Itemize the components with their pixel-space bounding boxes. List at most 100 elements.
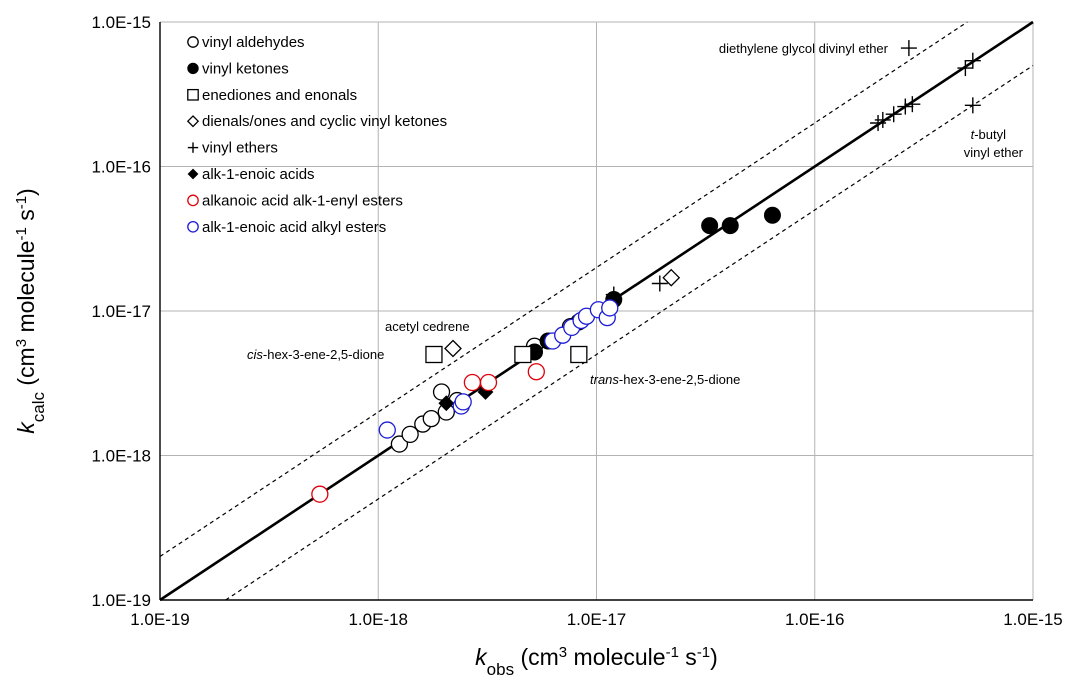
legend-label: alk-1-enoic acid alkyl esters: [202, 219, 386, 236]
x-axis-title-sub: obs: [487, 660, 514, 677]
legend-label: dienals/ones and cyclic vinyl ketones: [202, 113, 447, 130]
plot-frame: [159, 22, 1033, 601]
x-axis-title-k: k: [475, 644, 488, 670]
marker-shape: [187, 220, 199, 233]
y-axis-title-unit-pre: (cm: [13, 347, 39, 392]
annotation-text-part: -butyl: [974, 127, 1006, 142]
marker-shape: [425, 345, 443, 364]
data-point-vinyl-aldehydes: [390, 435, 409, 453]
annotation-label: vinyl ether: [964, 145, 1024, 160]
legend-item-alkanoic-acid-alk-1-enyl-esters: alkanoic acid alk-1-enyl esters: [187, 192, 403, 209]
y-axis-title-sub: calc: [29, 392, 48, 423]
annotation-label: t-butyl: [971, 127, 1007, 142]
marker-shape: [187, 88, 199, 101]
x-axis-title-unit-post: ): [710, 644, 718, 670]
marker-shape: [514, 345, 532, 364]
data-point-vinyl-ethers: [897, 98, 914, 115]
data-point-vinyl-ethers: [957, 60, 974, 77]
data-point-vinyl-ketones: [701, 217, 719, 235]
legend: vinyl aldehydes vinyl ketones enediones an…: [186, 34, 447, 236]
factor-two-dashed-line: [159, 21, 968, 558]
marker-shape: [187, 36, 199, 48]
axis-titles: kobs (cm3 molecule-1 s-1)kcalc (cm3 mole…: [13, 188, 718, 677]
annotation-text-part: cis: [247, 347, 263, 362]
legend-item-enediones-and-enonals: enediones and enonals: [187, 87, 357, 104]
data-point-vinyl-aldehydes: [401, 425, 419, 444]
y-tick-label: 1.0E-18: [91, 447, 151, 466]
y-axis-title-exp3: -1: [13, 196, 30, 209]
x-axis-title-unit-mid: molecule: [567, 644, 665, 670]
y-axis-title-k: k: [13, 421, 39, 434]
annotation-text-part: -hex-3-ene-2,5-dione: [619, 372, 740, 387]
data-point-vinyl-ethers: [904, 96, 921, 113]
tick-labels: 1.0E-19 1.0E-18 1.0E-17 1.0E-16 1.0E-15 1.0E-…: [91, 13, 1062, 629]
data-point-alk-1-enoic-acids: [438, 395, 455, 412]
marker-shape: [721, 217, 739, 235]
y-axis-title-unit-post: ): [13, 188, 39, 196]
annotation-text-part: -hex-3-ene-2,5-dione: [263, 347, 384, 362]
marker-shape: [432, 383, 451, 401]
marker-shape: [187, 194, 199, 207]
legend-label: vinyl ketones: [202, 60, 289, 77]
factor-two-dashed-line: [225, 64, 1034, 601]
data-point-vinyl-ketones: [721, 217, 739, 235]
data-point-alkanoic-acid-alk-1-enyl-esters: [463, 373, 482, 392]
data-point-dienals-ones-and-cyclic-vinyl-ketones: [444, 339, 462, 358]
marker-shape: [311, 485, 329, 503]
marker-shape: [401, 425, 419, 444]
legend-label: alkanoic acid alk-1-enyl esters: [202, 192, 403, 209]
x-axis-title: kobs (cm3 molecule-1 s-1): [475, 644, 718, 677]
x-tick-label: 1.0E-17: [567, 610, 627, 629]
marker-shape: [454, 393, 472, 411]
data-point-vinyl-ethers: [870, 115, 887, 132]
data-point-vinyl-ethers: [900, 40, 917, 57]
data-point-vinyl-ethers: [885, 106, 902, 123]
annotation-text-part: vinyl ether: [964, 145, 1024, 160]
legend-marker: [187, 142, 199, 153]
legend-label: alk-1-enoic acids: [202, 166, 315, 183]
data-point-vinyl-ethers: [964, 97, 981, 114]
data-point-vinyl-ethers: [605, 286, 622, 303]
marker-shape: [186, 115, 200, 128]
legend-marker: [187, 194, 199, 207]
annotation-label: cis-hex-3-ene-2,5-dione: [247, 347, 384, 362]
legend-item-vinyl-aldehydes: vinyl aldehydes: [187, 34, 305, 51]
y-axis-title-unit-mid2: s: [13, 209, 39, 227]
legend-item-dienals-ones-and-cyclic-vinyl-ketones: dienals/ones and cyclic vinyl ketones: [186, 113, 447, 130]
data-point-alkanoic-acid-alk-1-enyl-esters: [311, 485, 329, 503]
marker-shape: [662, 268, 681, 287]
data-point-dienals-ones-and-cyclic-vinyl-ketones: [662, 268, 681, 287]
x-tick-label: 1.0E-15: [1003, 610, 1063, 629]
legend-item-vinyl-ethers: vinyl ethers: [187, 140, 278, 157]
legend-marker: [187, 168, 199, 180]
legend-marker: [186, 115, 200, 128]
data-point-vinyl-ketones: [763, 206, 781, 224]
data-point-vinyl-ethers: [651, 275, 668, 292]
x-axis-title-unit-mid2: s: [679, 644, 697, 670]
marker-shape: [438, 395, 455, 412]
y-tick-label: 1.0E-16: [91, 158, 151, 177]
data-point-alkanoic-acid-alk-1-enyl-esters: [527, 363, 545, 381]
marker-shape: [763, 206, 781, 224]
data-point-enediones-and-enonals: [425, 345, 443, 364]
legend-marker: [187, 62, 199, 75]
legend-marker: [187, 88, 199, 101]
legend-marker: [187, 36, 199, 48]
x-axis-title-unit-pre: (cm: [514, 644, 559, 670]
marker-shape: [570, 345, 588, 364]
legend-item-alk-1-enoic-acid-alkyl-esters: alk-1-enoic acid alkyl esters: [187, 219, 386, 236]
data-point-enediones-and-enonals: [514, 345, 532, 364]
annotation-label: acetyl cedrene: [385, 319, 470, 334]
data-points: [311, 40, 981, 503]
data-point-vinyl-ethers: [964, 52, 981, 69]
legend-marker: [187, 220, 199, 233]
y-axis-title-exp1: 3: [13, 339, 30, 347]
marker-shape: [701, 217, 719, 235]
legend-label: enediones and enonals: [202, 87, 357, 104]
x-axis-title-exp2: -1: [666, 644, 679, 661]
marker-shape: [187, 168, 199, 180]
y-tick-label: 1.0E-19: [91, 591, 151, 610]
annotation-label: trans-hex-3-ene-2,5-dione: [590, 372, 740, 387]
annotation-text-part: diethylene glycol divinyl ether: [719, 41, 889, 56]
